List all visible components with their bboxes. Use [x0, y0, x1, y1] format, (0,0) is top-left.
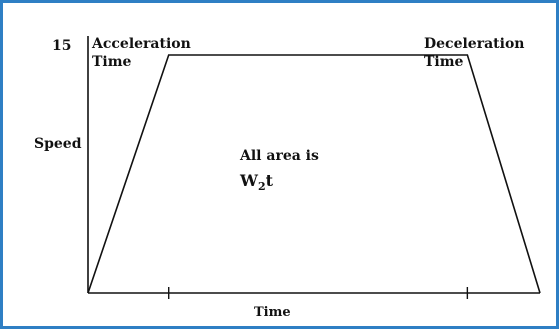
- deceleration-label: Deceleration: [424, 36, 524, 52]
- y-axis-title: Speed: [34, 136, 82, 152]
- area-formula-t: t: [266, 171, 274, 190]
- x-axis-title: Time: [254, 305, 291, 320]
- speed-profile-line: [88, 55, 540, 293]
- area-formula-w: W: [239, 171, 259, 190]
- area-formula-subscript: 2: [258, 180, 266, 193]
- deceleration-time-label: Time: [424, 54, 464, 70]
- acceleration-label: Acceleration: [91, 36, 191, 52]
- y-tick-label-15: 15: [52, 38, 71, 54]
- acceleration-time-label: Time: [92, 54, 132, 70]
- area-label: All area is: [239, 148, 319, 164]
- area-formula: W2t: [239, 171, 274, 193]
